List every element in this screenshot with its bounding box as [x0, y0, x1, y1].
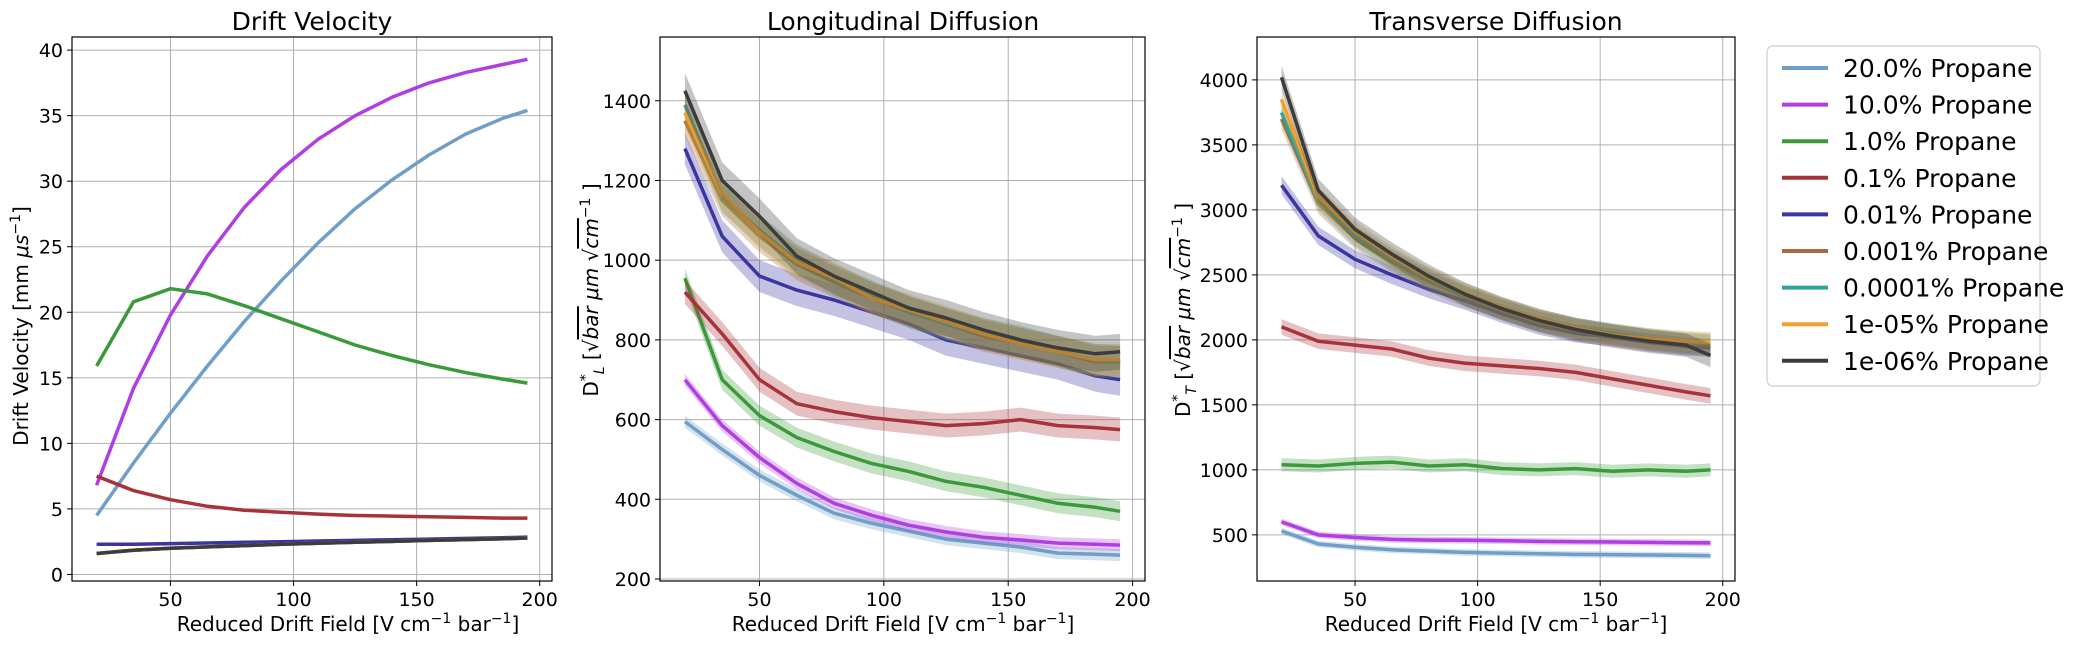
y-tick-label: 1500 [1200, 395, 1248, 417]
plot-frame [659, 36, 1146, 582]
band-1e-05-propane-transverse-diffusion [1281, 89, 1711, 353]
x-tick-label: 150 [990, 589, 1026, 611]
legend-label-1e-05-propane: 1e-05% Propane [1843, 310, 2049, 339]
y-tick-label: 15 [39, 368, 63, 390]
line-1-0-propane-longitudinal-diffusion [683, 277, 1121, 514]
y-tick-label: 20 [39, 302, 63, 324]
x-tick-label: 200 [1705, 589, 1741, 611]
y-tick-label: 30 [39, 171, 63, 193]
legend: 20.0% Propane 10.0% Propane 1.0% Propane 0.… [1766, 45, 2064, 387]
y-tick-label: 35 [39, 106, 63, 128]
line-1e-06-propane-drift-velocity [96, 536, 528, 556]
x-tick-label: 100 [1459, 589, 1495, 611]
legend-label-0-01-propane: 0.01% Propane [1843, 200, 2032, 229]
band-1e-05-propane-longitudinal-diffusion [684, 96, 1121, 376]
line-0-1-propane-longitudinal-diffusion [683, 290, 1121, 432]
plot-frame [1256, 36, 1736, 582]
y-tick-label: 1200 [603, 170, 651, 192]
x-tick-label: 50 [158, 589, 182, 611]
band-1e-06-propane-longitudinal-diffusion [684, 72, 1121, 372]
y-tick-label: 10 [39, 433, 63, 455]
legend-label-1e-06-propane: 1e-06% Propane [1843, 347, 2049, 376]
line-1e-06-propane-longitudinal-diffusion [683, 90, 1121, 356]
y-axis-label-drift-velocity: Drift Velocity [mm μs−1] [8, 206, 33, 446]
x-tick-label: 50 [1343, 589, 1367, 611]
line-10-0-propane-drift-velocity [94, 57, 528, 486]
x-tick-label: 150 [398, 589, 434, 611]
line-20-0-propane-drift-velocity [95, 108, 528, 517]
y-tick-label: 40 [39, 40, 63, 62]
line-0-01-propane-longitudinal-diffusion [683, 147, 1121, 382]
panel-drift-velocity: 50 100 150 200 0 5 10 15 20 25 30 35 40 [39, 36, 558, 611]
y-tick-label: 3000 [1200, 200, 1248, 222]
band-10-0-propane-longitudinal-diffusion [684, 373, 1121, 552]
x-axis-label-transverse-diffusion: Reduced Drift Field [V cm−1 bar−1] [1325, 611, 1668, 636]
panel-transverse-diffusion: 50 100 150 200 500 1000 1500 2000 2500 3000 3500 40… [1200, 36, 1741, 611]
y-tick-label: 4000 [1200, 70, 1248, 92]
band-20-0-propane-longitudinal-diffusion [684, 415, 1121, 562]
y-tick-label: 3500 [1200, 135, 1248, 157]
x-tick-label: 200 [522, 589, 558, 611]
line-1-0-propane-transverse-diffusion [1281, 460, 1711, 473]
y-tick-label: 500 [1212, 525, 1248, 547]
line-1-0-propane-drift-velocity [95, 286, 528, 385]
y-axis-label-longitudinal-diffusion: D*L [√bar μm √cm−1 ] [578, 183, 608, 396]
panel-longitudinal-diffusion: 50 100 150 200 200 400 600 800 1000 1200 1400 [603, 36, 1151, 611]
x-axis-label-longitudinal-diffusion: Reduced Drift Field [V cm−1 bar−1] [732, 611, 1075, 636]
x-tick-label: 100 [275, 589, 311, 611]
y-axis-label-transverse-diffusion: D*T [√bar μm √cm−1 ] [1170, 203, 1200, 417]
line-1e-06-propane-transverse-diffusion [1279, 76, 1712, 358]
band-0-1-propane-transverse-diffusion [1281, 319, 1711, 404]
legend-label-0-1-propane: 0.1% Propane [1843, 164, 2017, 193]
y-tick-label: 400 [615, 489, 651, 511]
legend-label-10-0-propane: 10.0% Propane [1843, 91, 2032, 120]
x-tick-label: 100 [866, 589, 902, 611]
line-0-1-propane-transverse-diffusion [1280, 325, 1711, 398]
band-1e-06-propane-transverse-diffusion [1281, 65, 1711, 368]
y-tick-label: 5 [51, 499, 63, 521]
y-tick-label: 0 [51, 564, 63, 586]
plot-frame [71, 36, 553, 582]
x-axis-label-drift-velocity: Reduced Drift Field [V cm−1 bar−1] [177, 611, 520, 636]
y-tick-label: 800 [615, 330, 651, 352]
y-tick-label: 200 [615, 569, 651, 591]
legend-frame [1766, 45, 2041, 387]
panel-title-longitudinal-diffusion: Longitudinal Diffusion [767, 7, 1039, 36]
y-tick-label: 1000 [1200, 460, 1248, 482]
y-tick-label: 2500 [1200, 265, 1248, 287]
band-0-0001-propane-longitudinal-diffusion [684, 88, 1121, 378]
legend-label-0-001-propane: 0.001% Propane [1843, 237, 2048, 266]
line-20-0-propane-transverse-diffusion [1280, 529, 1711, 558]
x-tick-label: 50 [747, 589, 771, 611]
y-tick-label: 1000 [603, 250, 651, 272]
line-20-0-propane-longitudinal-diffusion [683, 420, 1121, 557]
line-10-0-propane-longitudinal-diffusion [683, 378, 1121, 547]
legend-label-1-0-propane: 1.0% Propane [1843, 127, 2017, 156]
panel-title-drift-velocity: Drift Velocity [232, 7, 393, 36]
y-tick-label: 25 [39, 237, 63, 259]
legend-label-0-0001-propane: 0.0001% Propane [1843, 274, 2064, 303]
x-tick-label: 200 [1114, 589, 1150, 611]
y-tick-label: 1400 [603, 91, 651, 113]
line-10-0-propane-transverse-diffusion [1280, 520, 1711, 545]
line-0-1-propane-drift-velocity [95, 474, 528, 520]
legend-label-20-0-propane: 20.0% Propane [1843, 54, 2032, 83]
y-tick-label: 2000 [1200, 330, 1248, 352]
line-1e-05-propane-longitudinal-diffusion [683, 111, 1121, 362]
x-tick-label: 150 [1582, 589, 1618, 611]
panel-title-transverse-diffusion: Transverse Diffusion [1368, 7, 1622, 36]
y-tick-label: 600 [615, 410, 651, 432]
